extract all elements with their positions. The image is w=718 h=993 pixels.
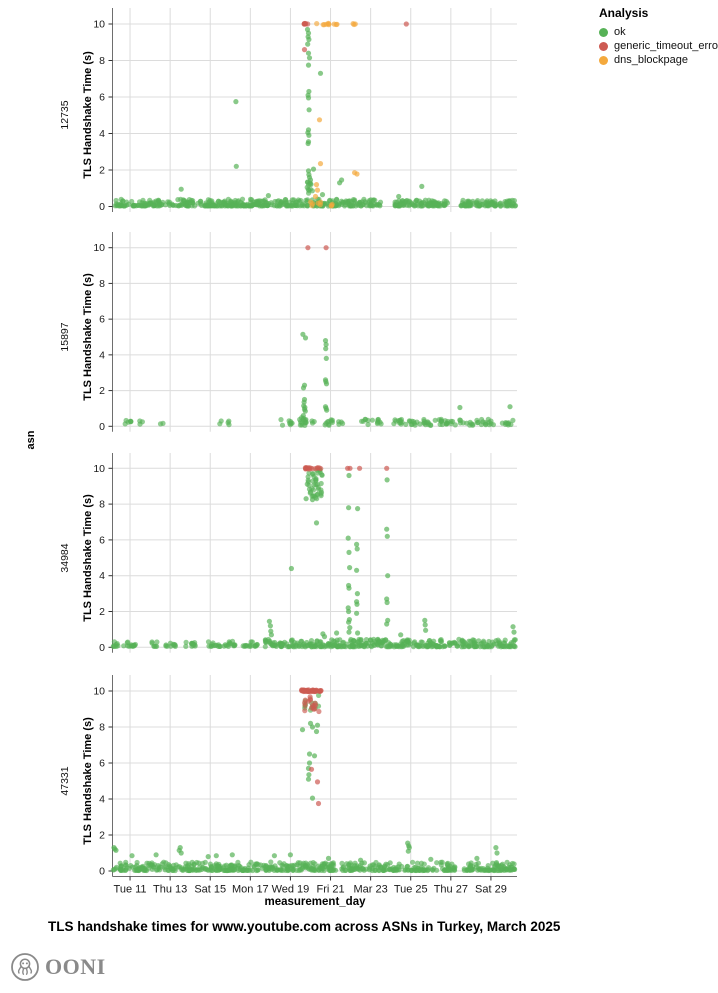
facet-label-asn-15897: 15897 [59,322,71,352]
facet-panel-asn-15897: 0 2 4 6 8 10 [93,232,517,433]
y-tick-label: 4 [99,794,105,806]
facet-label-asn-34984: 34984 [59,543,71,573]
y-axis-title: TLS Handshake Time (s) [82,273,94,401]
x-tick-label: Mon 17 [232,884,269,896]
facet-label-asn-47331: 47331 [59,766,71,796]
gridlines [113,8,517,212]
x-tick-label: Thu 27 [434,884,468,896]
x-tick-label: Sat 15 [194,884,226,896]
footer: OONI [9,951,106,983]
x-tick-label: Tue 25 [394,884,428,896]
y-tick-label: 8 [99,55,105,67]
y-tick-label: 0 [99,642,105,654]
facet-panel-asn-47331: 0 2 4 6 8 10 Tue 11 Thu 13 Sat 15 Mon 17 Wed 19 Fri… [93,675,518,896]
y-axis-title: TLS Handshake Time (s) [82,494,94,622]
y-axis-title: TLS Handshake Time (s) [82,717,94,845]
y-tick-label: 8 [99,722,105,734]
y-tick-label: 8 [99,278,105,290]
chart-title: TLS handshake times for www.youtube.com … [48,919,561,934]
y-tick-label: 10 [93,463,105,475]
legend-label: dns_blockpage [614,54,689,66]
y-tick-label: 6 [99,758,105,770]
x-tick-label: Wed 19 [272,884,310,896]
y-tick-label: 0 [99,866,105,878]
y-tick-label: 0 [99,201,105,213]
y-tick-label: 4 [99,570,105,582]
data-points-asn-34984 [110,465,518,650]
outer-y-axis-label: asn [25,430,37,450]
y-tick-label: 6 [99,314,105,326]
x-tick-label: Tue 11 [114,884,147,896]
gridlines [113,232,517,432]
y-tick-label: 6 [99,92,105,104]
legend: Analysis ok generic_timeout_error dns_bl… [599,6,718,67]
legend-swatch-generic-timeout-error [599,41,608,51]
legend-label: ok [614,26,626,38]
x-tick-label: Fri 21 [316,884,344,896]
x-tick-label: Sat 29 [475,884,507,896]
y-tick-label: 2 [99,830,105,842]
x-tick-label: Mar 23 [354,884,388,896]
legend-swatch-dns-blockpage [599,55,608,65]
facet-panel-asn-12735: 0 2 4 6 8 10 [93,8,519,213]
y-tick-label: 4 [99,349,105,361]
y-tick-label: 2 [99,165,105,177]
y-tick-label: 6 [99,534,105,546]
legend-swatch-ok [599,27,608,37]
ooni-logo-text: OONI [45,954,106,979]
legend-label: generic_timeout_error [614,40,718,52]
y-tick-label: 8 [99,499,105,511]
data-points-asn-12735 [112,20,519,209]
y-tick-label: 10 [93,242,105,254]
facet-label-asn-12735: 12735 [59,100,71,130]
legend-item-ok: ok [599,25,718,39]
y-tick-label: 4 [99,128,105,140]
data-points-asn-15897 [122,245,516,428]
legend-title: Analysis [599,6,649,20]
data-points-asn-47331 [110,687,518,874]
y-tick-label: 10 [93,19,105,31]
legend-item-generic-timeout-error: generic_timeout_error [599,39,718,53]
legend-item-dns-blockpage: dns_blockpage [599,53,718,67]
y-axis-title: TLS Handshake Time (s) [82,51,94,180]
x-tick-label: Thu 13 [153,884,187,896]
y-tick-label: 2 [99,385,105,397]
y-tick-label: 2 [99,606,105,618]
facet-panel-asn-34984: 0 2 4 6 8 10 [93,453,518,654]
ooni-logo-icon [11,953,39,981]
y-tick-label: 10 [93,686,105,698]
x-axis-title: measurement_day [264,896,366,908]
y-tick-label: 0 [99,421,105,433]
